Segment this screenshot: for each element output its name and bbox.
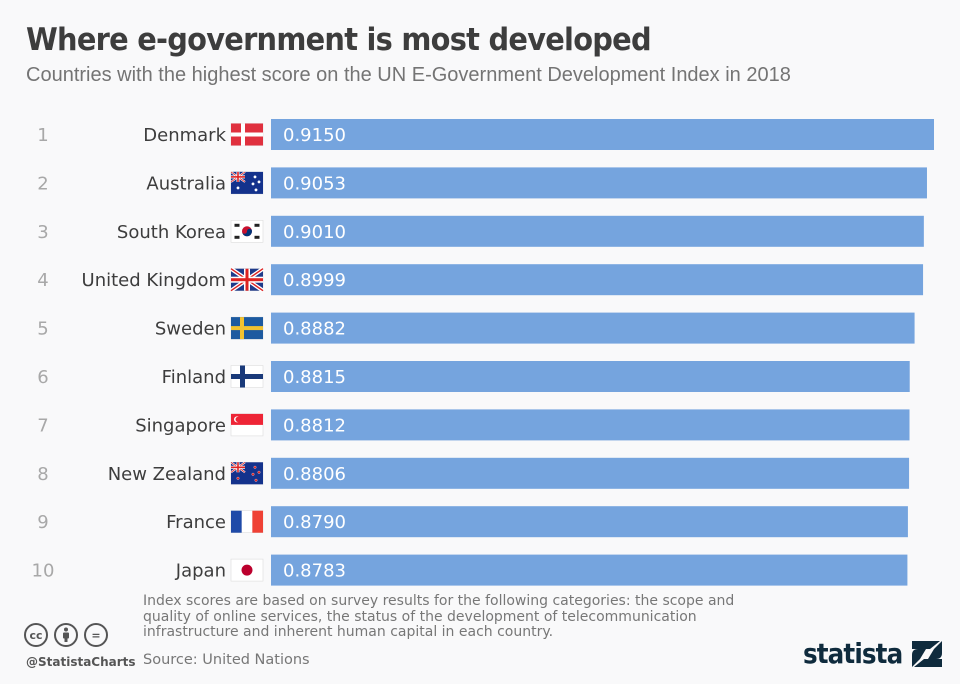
france-flag-icon xyxy=(230,510,264,534)
bar-row: 9 France 0.8790 xyxy=(37,506,908,538)
value-label: 0.9150 xyxy=(283,125,346,146)
bar-row: 8 New Zealand 0.8806 xyxy=(37,457,910,489)
bar[interactable] xyxy=(271,409,910,441)
value-label: 0.8790 xyxy=(283,512,346,533)
value-label: 0.8999 xyxy=(283,270,346,291)
source-text: Source: United Nations xyxy=(143,652,310,668)
country-label: South Korea xyxy=(117,222,226,243)
attribution-icon[interactable] xyxy=(54,623,78,647)
country-label: Singapore xyxy=(135,415,226,436)
cc-icon[interactable]: cc xyxy=(24,623,48,647)
country-label: France xyxy=(166,512,226,533)
rank-label: 6 xyxy=(37,367,48,388)
statista-logo[interactable]: statista xyxy=(803,637,942,670)
bar[interactable] xyxy=(271,361,910,392)
bar[interactable] xyxy=(271,264,924,296)
country-label: United Kingdom xyxy=(82,270,226,291)
denmark-flag-icon xyxy=(230,123,264,146)
bar-row: 10 Japan 0.8783 xyxy=(32,554,908,586)
country-label: Australia xyxy=(146,173,226,194)
country-label: Finland xyxy=(162,367,226,388)
bar-row: 5 Sweden 0.8882 xyxy=(37,312,915,344)
bar-row: 2 Australia 0.9053 xyxy=(37,167,927,199)
bar-row: 6 Finland 0.8815 xyxy=(37,361,910,392)
bar-row: 3 South Korea 0.9010 xyxy=(37,215,924,247)
new-zealand-flag-icon xyxy=(230,461,264,485)
australia-flag-icon xyxy=(230,171,264,195)
bar[interactable] xyxy=(271,215,924,247)
chart-title: Where e-government is most developed xyxy=(26,22,652,58)
rank-label: 10 xyxy=(32,561,55,582)
country-label: Japan xyxy=(175,561,226,582)
country-label: New Zealand xyxy=(108,464,226,485)
japan-flag-icon xyxy=(230,558,264,582)
bar-row: 4 United Kingdom 0.8999 xyxy=(37,264,924,296)
statista-logo-icon xyxy=(911,640,942,667)
bar-row: 1 Denmark 0.9150 xyxy=(37,119,934,150)
rank-label: 7 xyxy=(37,415,48,436)
value-label: 0.8812 xyxy=(283,415,346,436)
rank-label: 3 xyxy=(37,222,48,243)
country-label: Denmark xyxy=(143,125,226,146)
value-label: 0.9010 xyxy=(283,222,346,243)
south-korea-flag-icon xyxy=(230,220,264,243)
value-label: 0.8783 xyxy=(283,561,346,582)
value-label: 0.8806 xyxy=(283,464,346,485)
bar[interactable] xyxy=(271,554,908,586)
rank-label: 4 xyxy=(37,270,48,291)
license-icons: cc = xyxy=(24,623,108,647)
bar-row: 7 Singapore 0.8812 xyxy=(37,409,910,441)
methodology-note: Index scores are based on survey results… xyxy=(143,593,735,640)
bar[interactable] xyxy=(271,119,934,150)
singapore-flag-icon xyxy=(230,413,264,437)
brand-name: statista xyxy=(803,637,903,670)
value-label: 0.8815 xyxy=(283,367,346,388)
bar[interactable] xyxy=(271,167,927,199)
bar-chart: 1 Denmark 0.9150 2 Australia 0.9053 3 South Kor… xyxy=(32,119,934,586)
chart-subtitle: Countries with the highest score on the … xyxy=(26,64,791,86)
rank-label: 2 xyxy=(37,173,48,194)
country-label: Sweden xyxy=(155,319,226,340)
value-label: 0.8882 xyxy=(283,319,346,340)
sweden-flag-icon xyxy=(230,316,264,340)
finland-flag-icon xyxy=(230,365,264,388)
united-kingdom-flag-icon xyxy=(229,267,265,293)
no-derivatives-icon[interactable]: = xyxy=(84,623,108,647)
rank-label: 9 xyxy=(37,512,48,533)
rank-label: 8 xyxy=(37,464,48,485)
bar[interactable] xyxy=(271,506,908,538)
bar[interactable] xyxy=(271,312,915,344)
bar[interactable] xyxy=(271,457,910,489)
value-label: 0.9053 xyxy=(283,173,346,194)
rank-label: 5 xyxy=(37,319,48,340)
rank-label: 1 xyxy=(37,125,48,146)
twitter-handle[interactable]: @StatistaCharts xyxy=(26,655,136,669)
